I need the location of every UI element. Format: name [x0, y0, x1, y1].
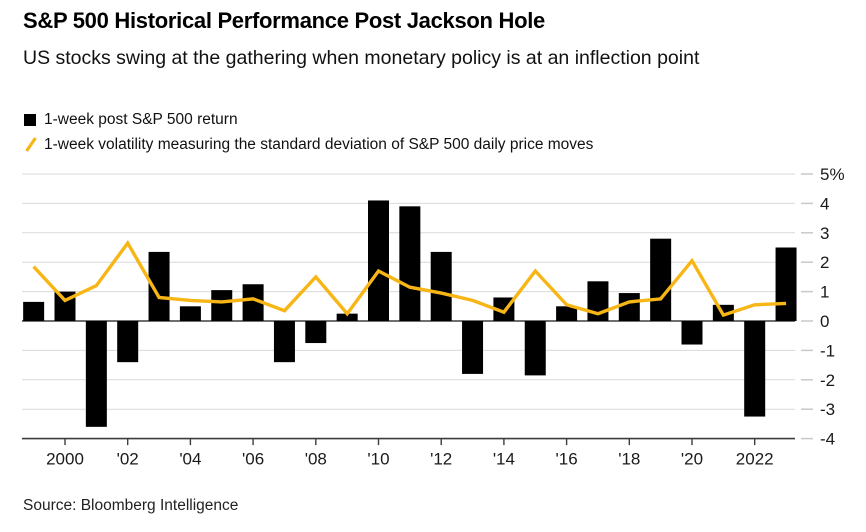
chart-subtitle: US stocks swing at the gathering when mo… [23, 47, 700, 69]
xtick-label-2008: '08 [305, 450, 327, 469]
bar-2016 [556, 306, 578, 321]
bar-2022 [744, 321, 766, 417]
bar-2018 [618, 293, 640, 321]
bar-2010 [368, 200, 389, 321]
bar-2004 [179, 306, 201, 321]
bar-1999 [23, 301, 45, 321]
ytick-label-5: 5% [820, 165, 845, 184]
xtick-label-2022: 2022 [736, 450, 774, 469]
bar-2007 [273, 321, 295, 363]
bar-2003 [148, 251, 170, 321]
bar-2012 [430, 251, 452, 321]
xtick-label-2000: 2000 [46, 450, 84, 469]
bar-series-swatch-icon [24, 113, 36, 126]
bar-2009 [336, 313, 358, 321]
bar-2002 [117, 321, 139, 363]
ytick-label--3: -3 [820, 400, 835, 419]
ytick-label-4: 4 [820, 194, 829, 213]
bar-2019 [650, 238, 672, 321]
legend-label-volatility: 1-week volatility measuring the standard… [44, 135, 594, 153]
xtick-label-2004: '04 [179, 450, 201, 469]
bar-2001 [85, 321, 107, 427]
bar-2005 [211, 290, 233, 321]
xtick-label-2016: '16 [556, 450, 578, 469]
ytick-label--2: -2 [820, 371, 835, 390]
ytick-label-3: 3 [820, 224, 829, 243]
xtick-label-2018: '18 [618, 450, 640, 469]
ytick-label--1: -1 [820, 341, 835, 360]
legend-label-return: 1-week post S&P 500 return [44, 110, 238, 128]
chart-title: S&P 500 Historical Performance Post Jack… [23, 8, 545, 33]
ytick-label--4: -4 [820, 430, 835, 449]
chart-canvas: 5% 4 3 2 1 0 -1 -2 -3 -4 2000 '02 '04 '06 '08 '10 '12 '14… [22, 165, 845, 469]
xtick-label-2006: '06 [242, 450, 264, 469]
ytick-label-0: 0 [820, 312, 829, 331]
volatility-line [32, 239, 787, 318]
bar-2006 [242, 284, 264, 321]
xtick-label-2014: '14 [493, 450, 515, 469]
bar-2008 [305, 321, 327, 344]
xtick-label-2002: '02 [117, 450, 139, 469]
xtick-label-2012: '12 [430, 450, 452, 469]
line-series-swatch-icon [25, 137, 37, 152]
legend: 1-week post S&P 500 return 1-week volati… [24, 107, 593, 157]
legend-item-return: 1-week post S&P 500 return [24, 107, 593, 132]
xtick-label-2020: '20 [681, 450, 703, 469]
bar-2020 [681, 321, 703, 345]
source-note: Source: Bloomberg Intelligence [23, 497, 239, 514]
ytick-label-2: 2 [820, 253, 829, 272]
legend-item-volatility: 1-week volatility measuring the standard… [24, 132, 593, 157]
ytick-label-1: 1 [820, 283, 829, 302]
bar-2013 [462, 321, 484, 374]
bar-2015 [524, 321, 546, 376]
bar-2023 [775, 247, 797, 321]
xtick-label-2010: '10 [367, 450, 389, 469]
bar-2011 [399, 206, 421, 321]
